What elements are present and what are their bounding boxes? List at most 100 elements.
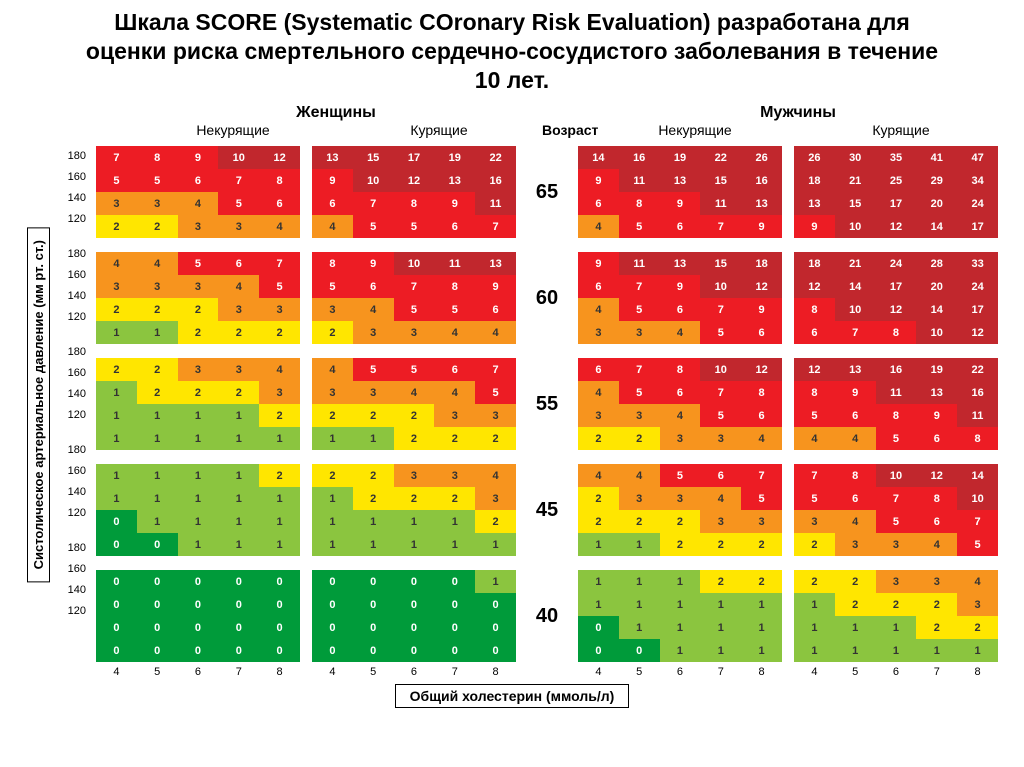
- risk-cell: 4: [700, 487, 741, 510]
- risk-cell: 0: [96, 510, 137, 533]
- chol-tick: 8: [259, 666, 300, 678]
- risk-cell: 14: [957, 464, 998, 487]
- risk-cell: 0: [137, 616, 178, 639]
- risk-cell: 2: [957, 616, 998, 639]
- risk-cell: 1: [619, 616, 660, 639]
- risk-cell: 6: [835, 487, 876, 510]
- risk-cell: 2: [178, 298, 219, 321]
- risk-cell: 0: [475, 593, 516, 616]
- risk-cell: 1: [957, 639, 998, 662]
- risk-cell: 7: [876, 487, 917, 510]
- risk-cell: 9: [660, 275, 701, 298]
- risk-cell: 6: [259, 192, 300, 215]
- risk-cell: 4: [578, 464, 619, 487]
- risk-cell: 10: [353, 169, 394, 192]
- risk-cell: 1: [660, 570, 701, 593]
- chol-tick: 6: [178, 666, 219, 678]
- risk-cell: 2: [137, 381, 178, 404]
- risk-cell: 9: [660, 192, 701, 215]
- risk-cell: 13: [741, 192, 782, 215]
- chol-tick: 5: [353, 666, 394, 678]
- risk-cell: 5: [619, 298, 660, 321]
- risk-cell: 21: [835, 169, 876, 192]
- risk-cell: 1: [835, 616, 876, 639]
- risk-cell: 5: [700, 404, 741, 427]
- risk-cell: 5: [794, 487, 835, 510]
- risk-cell: 1: [794, 593, 835, 616]
- risk-cell: 1: [178, 510, 219, 533]
- risk-cell: 11: [619, 252, 660, 275]
- risk-cell: 1: [794, 616, 835, 639]
- risk-cell: 0: [259, 639, 300, 662]
- risk-cell: 25: [876, 169, 917, 192]
- risk-cell: 9: [475, 275, 516, 298]
- risk-cell: 0: [475, 639, 516, 662]
- y-axis-label: Систолическое артериальное давление (мм …: [27, 227, 50, 582]
- risk-cell: 2: [96, 358, 137, 381]
- risk-cell: 1: [876, 616, 917, 639]
- risk-cell: 2: [876, 593, 917, 616]
- risk-cell: 1: [312, 510, 353, 533]
- risk-cell: 5: [394, 358, 435, 381]
- risk-cell: 2: [259, 404, 300, 427]
- risk-cell: 0: [178, 593, 219, 616]
- risk-cell: 8: [835, 464, 876, 487]
- risk-cell: 1: [619, 533, 660, 556]
- risk-block: 131517192291012131667891145567: [312, 146, 516, 238]
- risk-cell: 0: [394, 639, 435, 662]
- col-age: Возраст: [542, 122, 592, 138]
- risk-cell: 0: [137, 593, 178, 616]
- risk-cell: 7: [700, 215, 741, 238]
- risk-cell: 1: [96, 427, 137, 450]
- risk-cell: 2: [353, 487, 394, 510]
- risk-cell: 2: [835, 570, 876, 593]
- risk-cell: 1: [741, 616, 782, 639]
- risk-cell: 11: [700, 192, 741, 215]
- risk-cell: 2: [434, 427, 475, 450]
- risk-cell: 2: [312, 464, 353, 487]
- risk-cell: 13: [475, 252, 516, 275]
- risk-cell: 7: [619, 358, 660, 381]
- risk-cell: 1: [741, 639, 782, 662]
- risk-cell: 4: [957, 570, 998, 593]
- bp-tick: 160: [56, 363, 90, 384]
- risk-cell: 9: [741, 298, 782, 321]
- risk-cell: 0: [353, 616, 394, 639]
- risk-cell: 0: [218, 639, 259, 662]
- risk-cell: 3: [96, 275, 137, 298]
- risk-cell: 19: [434, 146, 475, 169]
- risk-cell: 2: [578, 487, 619, 510]
- risk-cell: 5: [619, 215, 660, 238]
- risk-cell: 2: [619, 510, 660, 533]
- risk-cell: 2: [137, 215, 178, 238]
- col-men-smoker: Курящие: [798, 122, 1004, 138]
- risk-cell: 15: [700, 252, 741, 275]
- bp-tick: 140: [56, 482, 90, 503]
- x-axis-label-wrap: Общий холестерин (ммоль/л): [20, 688, 1004, 706]
- risk-cell: 1: [700, 593, 741, 616]
- bp-tick: 180: [56, 244, 90, 265]
- risk-cell: 3: [259, 381, 300, 404]
- risk-cell: 2: [394, 404, 435, 427]
- risk-cell: 13: [835, 358, 876, 381]
- chol-tick: 5: [137, 666, 178, 678]
- bp-tick: 140: [56, 384, 90, 405]
- risk-cell: 3: [794, 510, 835, 533]
- risk-cell: 16: [475, 169, 516, 192]
- risk-cell: 10: [916, 321, 957, 344]
- risk-block: 182124283312141720248101214176781012: [794, 252, 998, 344]
- risk-cell: 7: [794, 464, 835, 487]
- risk-cell: 1: [137, 404, 178, 427]
- risk-block: 89101113567893455623344: [312, 252, 516, 344]
- risk-cell: 4: [660, 321, 701, 344]
- risk-cell: 8: [394, 192, 435, 215]
- risk-cell: 0: [137, 533, 178, 556]
- risk-cell: 8: [434, 275, 475, 298]
- risk-cell: 1: [96, 381, 137, 404]
- risk-cell: 12: [394, 169, 435, 192]
- risk-cell: 4: [794, 427, 835, 450]
- risk-cell: 5: [619, 381, 660, 404]
- risk-cell: 11: [957, 404, 998, 427]
- risk-cell: 6: [741, 404, 782, 427]
- risk-cell: 1: [353, 427, 394, 450]
